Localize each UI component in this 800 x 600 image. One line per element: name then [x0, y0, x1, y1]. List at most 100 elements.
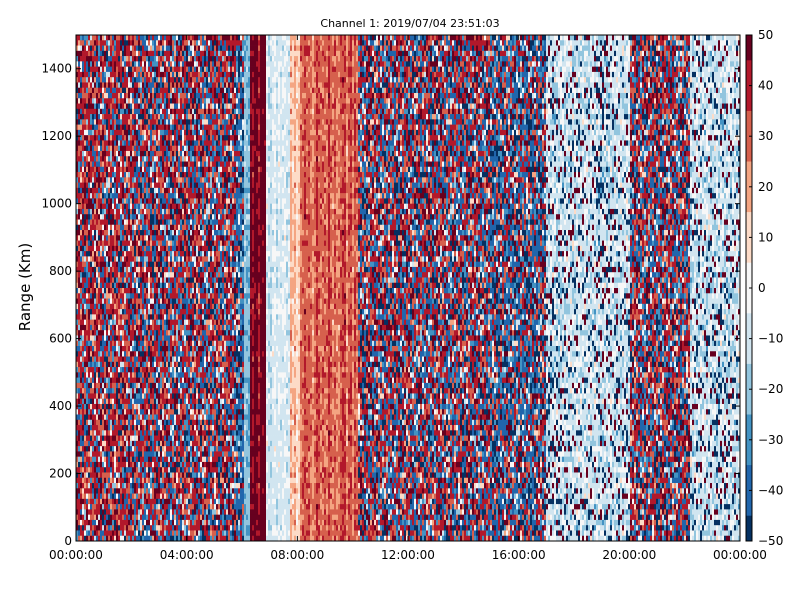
heatmap-cell: [78, 146, 80, 152]
heatmap-cell: [128, 156, 130, 162]
heatmap-cell: [78, 109, 80, 115]
heatmap-cell: [84, 388, 86, 394]
heatmap-cell: [148, 472, 150, 478]
heatmap-cell: [86, 299, 88, 305]
heatmap-cell: [140, 188, 142, 194]
heatmap-cell: [146, 140, 148, 146]
heatmap-cell: [134, 256, 136, 262]
heatmap-cell: [126, 420, 128, 426]
heatmap-cell: [106, 404, 108, 410]
heatmap-cell: [148, 214, 150, 220]
heatmap-cell: [120, 246, 122, 252]
heatmap-cell: [108, 330, 110, 336]
heatmap-cell: [88, 367, 90, 373]
heatmap-cell: [112, 88, 114, 94]
heatmap-cell: [146, 198, 148, 204]
heatmap-cell: [80, 40, 82, 46]
heatmap-cell: [78, 483, 80, 489]
heatmap-cell: [80, 320, 82, 326]
heatmap-cell: [96, 309, 98, 315]
heatmap-cell: [104, 172, 106, 178]
heatmap-cell: [82, 357, 84, 363]
heatmap-cell: [94, 162, 96, 168]
heatmap-cell: [108, 404, 110, 410]
heatmap-cell: [126, 288, 128, 294]
heatmap-cell: [78, 430, 80, 436]
heatmap-cell: [120, 488, 122, 494]
heatmap-cell: [88, 494, 90, 500]
heatmap-cell: [150, 77, 152, 83]
heatmap-cell: [108, 430, 110, 436]
heatmap-cell: [86, 119, 88, 125]
heatmap-cell: [88, 425, 90, 431]
heatmap-cell: [130, 198, 132, 204]
heatmap-cell: [128, 472, 130, 478]
heatmap-cell: [138, 256, 140, 262]
heatmap-cell: [114, 230, 116, 236]
heatmap-cell: [146, 51, 148, 57]
heatmap-cell: [86, 267, 88, 273]
heatmap-cell: [108, 82, 110, 88]
heatmap-cell: [96, 40, 98, 46]
heatmap-cell: [104, 309, 106, 315]
heatmap-cell: [112, 193, 114, 199]
heatmap-cell: [114, 262, 116, 268]
heatmap-cell: [94, 98, 96, 104]
heatmap-cell: [90, 320, 92, 326]
heatmap-cell: [82, 277, 84, 283]
heatmap-cell: [126, 88, 128, 94]
heatmap-cell: [120, 283, 122, 289]
heatmap-cell: [110, 415, 112, 421]
heatmap-cell: [120, 151, 122, 157]
heatmap-cell: [84, 125, 86, 131]
heatmap-cell: [82, 320, 84, 326]
heatmap-cell: [120, 504, 122, 510]
heatmap-cell: [78, 425, 80, 431]
heatmap-cell: [124, 299, 126, 305]
heatmap-cell: [130, 388, 132, 394]
heatmap-cell: [126, 98, 128, 104]
heatmap-cell: [106, 209, 108, 215]
heatmap-cell: [102, 104, 104, 110]
heatmap-cell: [132, 72, 134, 78]
heatmap-cell: [84, 362, 86, 368]
heatmap-cell: [136, 235, 138, 241]
heatmap-cell: [88, 472, 90, 478]
heatmap-cell: [130, 125, 132, 131]
heatmap-cell: [110, 483, 112, 489]
heatmap-cell: [140, 430, 142, 436]
heatmap-cell: [128, 404, 130, 410]
heatmap-cell: [106, 56, 108, 62]
heatmap-cell: [148, 283, 150, 289]
heatmap-cell: [148, 420, 150, 426]
heatmap-cell: [82, 335, 84, 341]
heatmap-cell: [136, 357, 138, 363]
heatmap-cell: [92, 104, 94, 110]
heatmap-cell: [78, 320, 80, 326]
heatmap-cell: [106, 525, 108, 531]
heatmap-cell: [150, 156, 152, 162]
heatmap-cell: [144, 525, 146, 531]
heatmap-cell: [80, 77, 82, 83]
heatmap-cell: [134, 504, 136, 510]
heatmap-cell: [78, 209, 80, 215]
heatmap-cell: [140, 119, 142, 125]
heatmap-cell: [98, 193, 100, 199]
heatmap-cell: [102, 520, 104, 526]
heatmap-cell: [126, 125, 128, 131]
heatmap-cell: [82, 135, 84, 141]
heatmap-cell: [140, 130, 142, 136]
heatmap-cell: [142, 198, 144, 204]
heatmap-cell: [110, 488, 112, 494]
heatmap-cell: [136, 436, 138, 442]
heatmap-cell: [138, 56, 140, 62]
heatmap-cell: [86, 314, 88, 320]
heatmap-cell: [146, 335, 148, 341]
heatmap-cell: [98, 77, 100, 83]
heatmap-cell: [124, 341, 126, 347]
heatmap-cell: [142, 441, 144, 447]
heatmap-cell: [134, 462, 136, 468]
heatmap-cell: [110, 430, 112, 436]
heatmap-cell: [132, 167, 134, 173]
heatmap-cell: [140, 88, 142, 94]
